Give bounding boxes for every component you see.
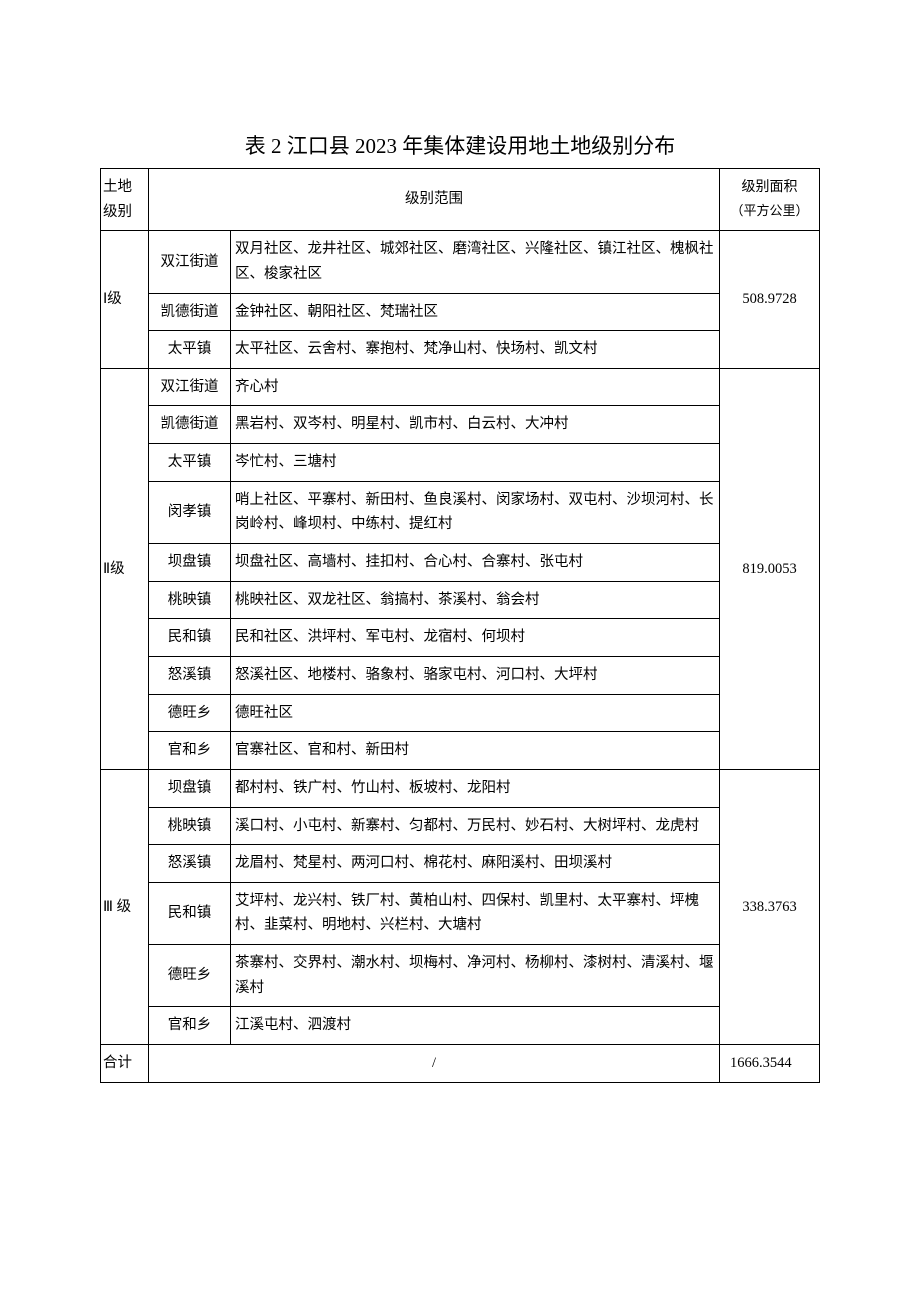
- level-cell: Ⅰ级: [101, 231, 149, 369]
- town-cell: 太平镇: [149, 444, 231, 482]
- total-slash-cell: /: [149, 1045, 720, 1083]
- table-title: 表 2 江口县 2023 年集体建设用地土地级别分布: [100, 130, 820, 160]
- town-cell: 民和镇: [149, 882, 231, 944]
- header-area-label: 级别面积: [742, 180, 798, 195]
- villages-cell: 溪口村、小屯村、新寨村、匀都村、万民村、妙石村、大树坪村、龙虎村: [231, 807, 720, 845]
- area-cell: 819.0053: [720, 368, 820, 769]
- header-row: 土地级别 级别范围 级别面积 （平方公里）: [101, 169, 820, 231]
- villages-cell: 龙眉村、梵星村、两河口村、棉花村、麻阳溪村、田坝溪村: [231, 845, 720, 883]
- villages-cell: 坝盘社区、高墙村、挂扣村、合心村、合寨村、张屯村: [231, 544, 720, 582]
- villages-cell: 黑岩村、双岑村、明星村、凯市村、白云村、大冲村: [231, 406, 720, 444]
- villages-cell: 德旺社区: [231, 694, 720, 732]
- town-cell: 桃映镇: [149, 807, 231, 845]
- header-area: 级别面积 （平方公里）: [720, 169, 820, 231]
- level-cell: Ⅲ 级: [101, 769, 149, 1044]
- villages-cell: 江溪屯村、泗渡村: [231, 1007, 720, 1045]
- header-range: 级别范围: [149, 169, 720, 231]
- area-cell: 338.3763: [720, 769, 820, 1044]
- area-cell: 508.9728: [720, 231, 820, 369]
- villages-cell: 哨上社区、平寨村、新田村、鱼良溪村、闵家场村、双屯村、沙坝河村、长岗岭村、峰坝村…: [231, 481, 720, 543]
- table-row: 桃映镇溪口村、小屯村、新寨村、匀都村、万民村、妙石村、大树坪村、龙虎村: [101, 807, 820, 845]
- town-cell: 双江街道: [149, 368, 231, 406]
- table-row: Ⅲ 级坝盘镇都村村、铁广村、竹山村、板坡村、龙阳村338.3763: [101, 769, 820, 807]
- town-cell: 凯德街道: [149, 406, 231, 444]
- table-row: 民和镇艾坪村、龙兴村、铁厂村、黄柏山村、四保村、凯里村、太平寨村、坪槐村、韭菜村…: [101, 882, 820, 944]
- table-row: 闵孝镇哨上社区、平寨村、新田村、鱼良溪村、闵家场村、双屯村、沙坝河村、长岗岭村、…: [101, 481, 820, 543]
- town-cell: 德旺乡: [149, 945, 231, 1007]
- table-row: 太平镇岑忙村、三塘村: [101, 444, 820, 482]
- villages-cell: 艾坪村、龙兴村、铁厂村、黄柏山村、四保村、凯里村、太平寨村、坪槐村、韭菜村、明地…: [231, 882, 720, 944]
- land-level-table: 土地级别 级别范围 级别面积 （平方公里） Ⅰ级双江街道双月社区、龙井社区、城郊…: [100, 168, 820, 1083]
- table-row: 坝盘镇坝盘社区、高墙村、挂扣村、合心村、合寨村、张屯村: [101, 544, 820, 582]
- town-cell: 官和乡: [149, 1007, 231, 1045]
- town-cell: 官和乡: [149, 732, 231, 770]
- town-cell: 坝盘镇: [149, 544, 231, 582]
- header-area-unit: （平方公里）: [730, 203, 808, 218]
- town-cell: 太平镇: [149, 331, 231, 369]
- level-cell: Ⅱ级: [101, 368, 149, 769]
- table-row: 怒溪镇龙眉村、梵星村、两河口村、棉花村、麻阳溪村、田坝溪村: [101, 845, 820, 883]
- town-cell: 德旺乡: [149, 694, 231, 732]
- villages-cell: 双月社区、龙井社区、城郊社区、磨湾社区、兴隆社区、镇江社区、槐枫社区、梭家社区: [231, 231, 720, 293]
- town-cell: 桃映镇: [149, 581, 231, 619]
- villages-cell: 官寨社区、官和村、新田村: [231, 732, 720, 770]
- villages-cell: 茶寨村、交界村、潮水村、坝梅村、净河村、杨柳村、漆树村、清溪村、堰溪村: [231, 945, 720, 1007]
- header-level: 土地级别: [101, 169, 149, 231]
- town-cell: 民和镇: [149, 619, 231, 657]
- town-cell: 凯德街道: [149, 293, 231, 331]
- table-row: 桃映镇桃映社区、双龙社区、翁搞村、茶溪村、翁会村: [101, 581, 820, 619]
- table-row: 太平镇太平社区、云舍村、寨抱村、梵净山村、快场村、凯文村: [101, 331, 820, 369]
- total-area-cell: 1666.3544: [720, 1045, 820, 1083]
- town-cell: 坝盘镇: [149, 769, 231, 807]
- villages-cell: 怒溪社区、地楼村、骆象村、骆家屯村、河口村、大坪村: [231, 656, 720, 694]
- villages-cell: 齐心村: [231, 368, 720, 406]
- town-cell: 怒溪镇: [149, 845, 231, 883]
- table-row: 官和乡官寨社区、官和村、新田村: [101, 732, 820, 770]
- town-cell: 双江街道: [149, 231, 231, 293]
- villages-cell: 都村村、铁广村、竹山村、板坡村、龙阳村: [231, 769, 720, 807]
- villages-cell: 桃映社区、双龙社区、翁搞村、茶溪村、翁会村: [231, 581, 720, 619]
- town-cell: 闵孝镇: [149, 481, 231, 543]
- villages-cell: 岑忙村、三塘村: [231, 444, 720, 482]
- town-cell: 怒溪镇: [149, 656, 231, 694]
- villages-cell: 太平社区、云舍村、寨抱村、梵净山村、快场村、凯文村: [231, 331, 720, 369]
- table-row: Ⅰ级双江街道双月社区、龙井社区、城郊社区、磨湾社区、兴隆社区、镇江社区、槐枫社区…: [101, 231, 820, 293]
- table-row: 凯德街道黑岩村、双岑村、明星村、凯市村、白云村、大冲村: [101, 406, 820, 444]
- villages-cell: 金钟社区、朝阳社区、梵瑞社区: [231, 293, 720, 331]
- total-label-cell: 合计: [101, 1045, 149, 1083]
- total-row: 合计/1666.3544: [101, 1045, 820, 1083]
- table-row: 德旺乡茶寨村、交界村、潮水村、坝梅村、净河村、杨柳村、漆树村、清溪村、堰溪村: [101, 945, 820, 1007]
- table-row: 德旺乡德旺社区: [101, 694, 820, 732]
- villages-cell: 民和社区、洪坪村、军屯村、龙宿村、何坝村: [231, 619, 720, 657]
- table-row: 怒溪镇怒溪社区、地楼村、骆象村、骆家屯村、河口村、大坪村: [101, 656, 820, 694]
- table-row: 凯德街道金钟社区、朝阳社区、梵瑞社区: [101, 293, 820, 331]
- table-row: Ⅱ级双江街道齐心村819.0053: [101, 368, 820, 406]
- table-row: 官和乡江溪屯村、泗渡村: [101, 1007, 820, 1045]
- table-row: 民和镇民和社区、洪坪村、军屯村、龙宿村、何坝村: [101, 619, 820, 657]
